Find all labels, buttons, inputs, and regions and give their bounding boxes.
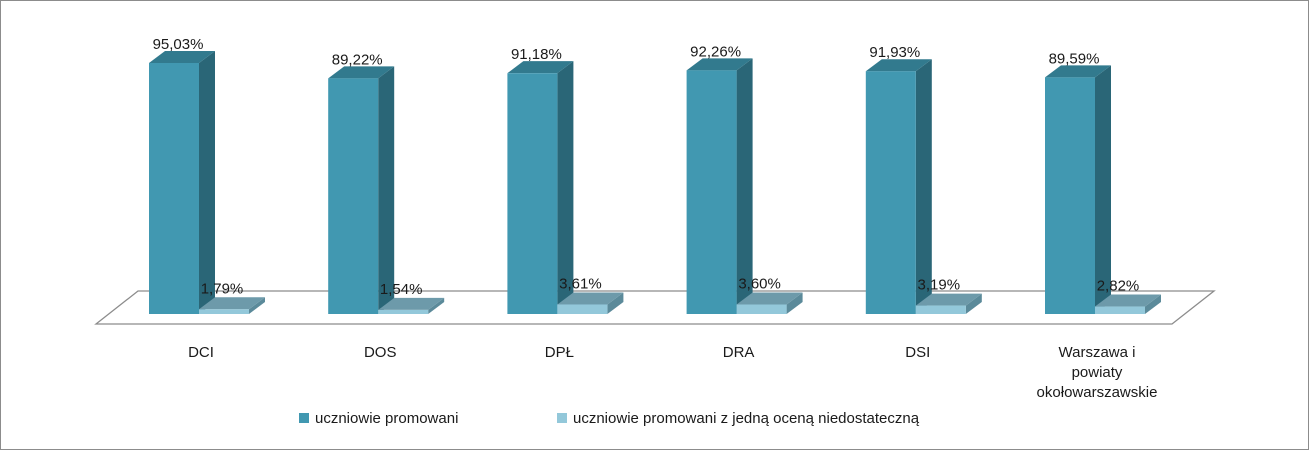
legend-swatch-series-1 — [299, 413, 309, 423]
value-labels-group: 95,03% 1,79% 89,22% 1,54% 91,18% 3,61% 92,26% 3… — [153, 36, 1140, 298]
category-label-2: DOS — [364, 344, 397, 361]
category-label-6: Warszawa i powiaty okołowarszawskie — [1037, 344, 1158, 401]
legend-swatch-series-2 — [557, 413, 567, 423]
value-label-series-1-1: 95,03% — [153, 36, 204, 53]
bar-series-1-6 — [1045, 65, 1111, 314]
legend: uczniowie promowani uczniowie promowani … — [299, 410, 920, 427]
bar-series-2-4 — [736, 292, 803, 314]
bar-series-1-5 — [865, 59, 932, 314]
legend-label-series-1: uczniowie promowani — [315, 410, 458, 427]
bar-series-1-4 — [686, 58, 753, 315]
bar-series-1-1 — [149, 51, 215, 314]
bar-series-2-2 — [378, 297, 445, 314]
category-label-5: DSI — [905, 344, 930, 361]
bar-series-2-1 — [199, 297, 265, 314]
category-labels-group: DCI DOS DPŁ DRA DSI Warszawa i powiaty okołowar… — [188, 344, 1157, 401]
value-label-series-2-3: 3,61% — [559, 275, 602, 292]
category-label-1: DCI — [188, 344, 214, 361]
value-label-series-2-6: 2,82% — [1097, 278, 1140, 295]
value-label-series-1-3: 91,18% — [511, 46, 562, 63]
value-label-series-1-5: 91,93% — [869, 44, 920, 61]
value-label-series-2-2: 1,54% — [380, 281, 423, 298]
bar-series-2-3 — [557, 292, 624, 314]
legend-label-series-2: uczniowie promowani z jedną oceną niedos… — [573, 410, 920, 427]
value-label-series-1-6: 89,59% — [1049, 50, 1100, 67]
bar-series-2-6 — [1095, 294, 1161, 314]
bar-series-1-3 — [507, 61, 574, 315]
value-label-series-2-1: 1,79% — [201, 280, 244, 297]
value-label-series-2-5: 3,19% — [918, 277, 961, 294]
value-label-series-2-4: 3,60% — [738, 275, 781, 292]
value-label-series-1-2: 89,22% — [332, 51, 383, 68]
bar-series-1-2 — [328, 66, 395, 314]
value-label-series-1-4: 92,26% — [690, 43, 741, 60]
category-label-3: DPŁ — [545, 344, 574, 361]
bar-series-2-5 — [915, 293, 982, 314]
category-label-4: DRA — [723, 344, 755, 361]
bars-group — [149, 51, 1161, 315]
